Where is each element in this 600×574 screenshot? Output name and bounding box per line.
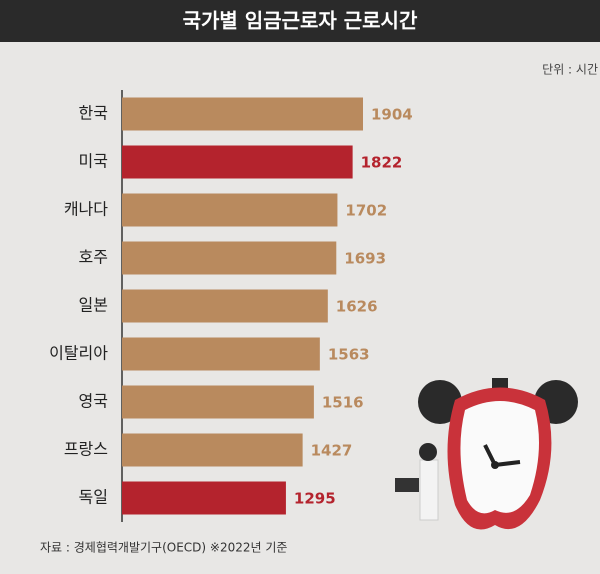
clock-illustration <box>395 378 578 530</box>
bar <box>122 385 314 419</box>
value-label: 1295 <box>294 490 336 508</box>
category-label: 프랑스 <box>64 440 108 459</box>
category-label: 미국 <box>79 152 108 171</box>
value-label: 1904 <box>371 106 413 124</box>
category-label: 독일 <box>79 488 108 507</box>
value-label: 1626 <box>336 298 378 316</box>
value-label: 1822 <box>361 154 403 172</box>
bar <box>122 193 338 227</box>
category-label: 이탈리아 <box>49 344 108 363</box>
chart-title: 국가별 임금근로자 근로시간 <box>183 9 418 33</box>
bar <box>122 433 303 467</box>
bar <box>122 289 328 323</box>
bar <box>122 145 353 179</box>
category-label: 한국 <box>79 104 108 123</box>
value-label: 1563 <box>328 346 370 364</box>
category-label: 캐나다 <box>64 200 108 219</box>
unit-note: 단위 : 시간 <box>542 63 598 77</box>
value-label: 1516 <box>322 394 364 412</box>
bar <box>122 241 337 275</box>
category-label: 호주 <box>79 248 108 267</box>
value-label: 1693 <box>344 250 386 268</box>
category-label: 영국 <box>79 392 108 411</box>
category-label: 일본 <box>79 296 108 315</box>
value-label: 1427 <box>311 442 353 460</box>
value-label: 1702 <box>345 202 387 220</box>
title-bar <box>0 0 600 42</box>
source-note: 자료 : 경제협력개발기구(OECD) ※2022년 기준 <box>40 541 287 555</box>
bar <box>122 481 286 515</box>
bar <box>122 337 320 371</box>
bar <box>122 97 363 131</box>
